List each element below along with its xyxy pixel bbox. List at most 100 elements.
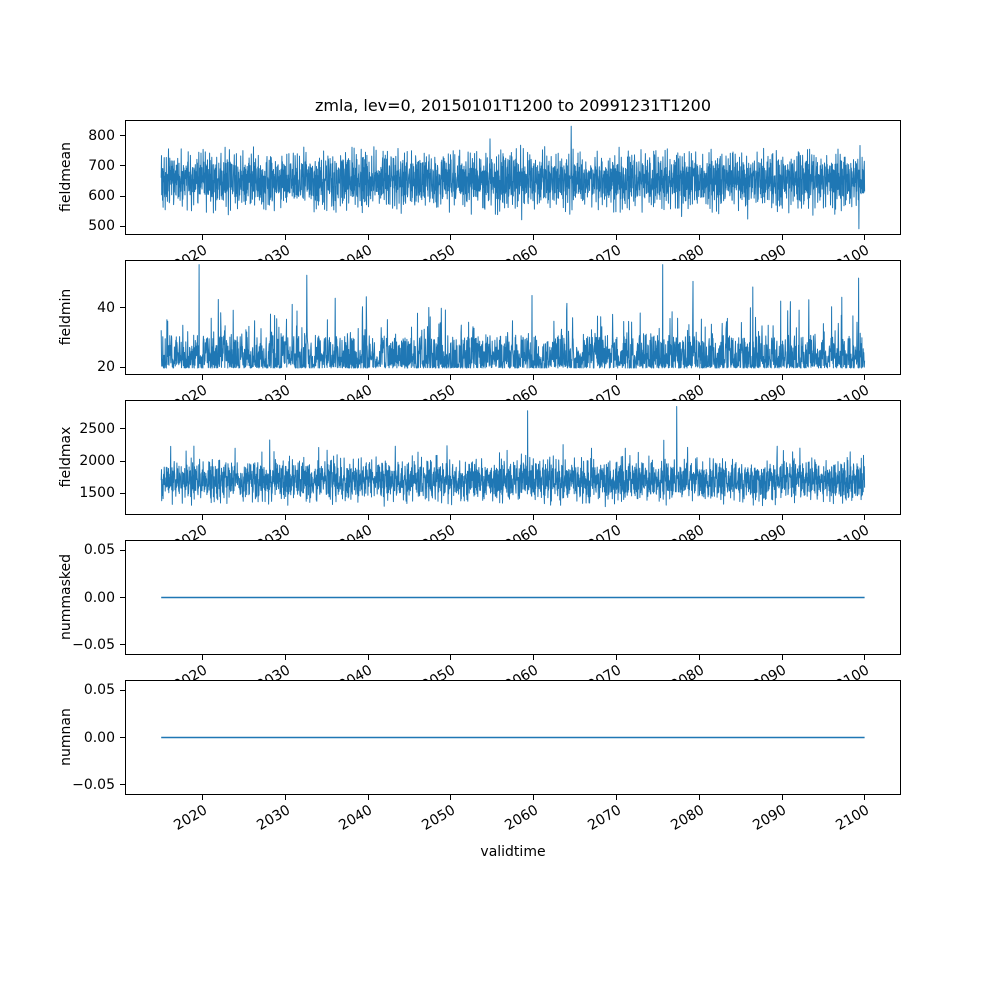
y-tick-label: 0.05 — [83, 542, 115, 559]
x-tick-mark — [202, 655, 204, 660]
x-tick-mark — [533, 655, 535, 660]
y-tick-mark — [120, 195, 125, 197]
axes-fieldmin — [125, 260, 901, 375]
x-tick-mark — [284, 235, 286, 240]
series-line — [160, 406, 866, 508]
y-tick-label: 0.05 — [83, 682, 115, 699]
x-tick-mark — [533, 795, 535, 800]
y-tick-mark — [120, 165, 125, 167]
x-tick-mark — [864, 795, 866, 800]
x-tick-label: 2040 — [336, 802, 376, 834]
y-tick-label: 0.00 — [83, 729, 115, 746]
y-tick-label: 1500 — [79, 485, 115, 502]
y-tick-label: 800 — [88, 127, 115, 144]
subplot-numnan: numnan −0.05 0.00 0.05 2020 2030 2040 2050 2060… — [0, 680, 1000, 834]
x-tick-mark — [202, 375, 204, 380]
x-tick-mark — [450, 375, 452, 380]
y-tick-mark — [120, 549, 125, 551]
x-tick-label: 2100 — [833, 802, 873, 834]
x-tick-mark — [615, 515, 617, 520]
x-tick-mark — [367, 655, 369, 660]
x-tick-mark — [615, 375, 617, 380]
y-tick-label: 2000 — [79, 453, 115, 470]
x-tick-label: 2070 — [585, 802, 624, 834]
ylabel-fieldmin: fieldmin — [58, 288, 74, 346]
x-tick-mark — [284, 375, 286, 380]
x-tick-mark — [533, 515, 535, 520]
y-tick-mark — [120, 428, 125, 430]
series-line — [160, 264, 866, 369]
line-series-numnan — [161, 736, 865, 739]
line-series-fieldmax — [160, 406, 866, 508]
x-tick-mark — [781, 655, 783, 660]
x-tick-mark — [367, 375, 369, 380]
x-tick-mark — [533, 375, 535, 380]
y-tick-mark — [120, 492, 125, 494]
x-tick-mark — [615, 235, 617, 240]
x-tick-mark — [698, 655, 700, 660]
y-tick-mark — [120, 689, 125, 691]
x-tick-label: 2080 — [667, 802, 707, 834]
x-tick-mark — [202, 795, 204, 800]
y-tick-label: 2500 — [79, 420, 115, 437]
x-tick-label: 2020 — [171, 802, 211, 834]
x-tick-mark — [781, 795, 783, 800]
x-tick-label: 2050 — [419, 802, 459, 834]
axes-nummasked — [125, 540, 901, 655]
x-axis-label: validtime — [480, 844, 546, 860]
y-tick-mark — [120, 784, 125, 786]
subplot-nummasked: nummasked −0.05 0.00 0.05 2020 2030 2040 2050 2… — [0, 540, 1000, 694]
x-tick-mark — [284, 515, 286, 520]
x-tick-mark — [367, 795, 369, 800]
axes-fieldmax — [125, 400, 901, 515]
chart-title: zmla, lev=0, 20150101T1200 to 20991231T1… — [314, 96, 711, 115]
x-tick-mark — [615, 795, 617, 800]
x-tick-mark — [698, 375, 700, 380]
x-tick-mark — [533, 235, 535, 240]
line-series-nummasked — [161, 596, 865, 599]
x-tick-mark — [202, 515, 204, 520]
y-tick-label: 600 — [88, 188, 115, 205]
subplot-fieldmax: fieldmax 1500 2000 2500 2020 2030 2040 2050 206… — [0, 400, 1000, 554]
y-tick-label: −0.05 — [72, 776, 115, 793]
line-series-fieldmean — [160, 125, 866, 230]
x-tick-mark — [615, 655, 617, 660]
x-tick-mark — [367, 515, 369, 520]
x-tick-mark — [450, 515, 452, 520]
y-tick-label: 0.00 — [83, 589, 115, 606]
subplot-fieldmean: fieldmean 500 600 700 800 2020 2030 2040 2050 20… — [0, 120, 1000, 274]
x-tick-mark — [781, 375, 783, 380]
x-tick-mark — [864, 235, 866, 240]
x-tick-mark — [202, 235, 204, 240]
axes-numnan — [125, 680, 901, 795]
y-tick-mark — [120, 460, 125, 462]
line-series-fieldmin — [160, 264, 866, 369]
series-line — [160, 125, 866, 230]
y-tick-mark — [120, 135, 125, 137]
y-tick-label: 700 — [88, 157, 115, 174]
x-tick-mark — [781, 235, 783, 240]
x-tick-label: 2090 — [750, 802, 790, 834]
y-tick-mark — [120, 644, 125, 646]
x-tick-mark — [367, 235, 369, 240]
y-tick-mark — [120, 225, 125, 227]
y-tick-mark — [120, 366, 125, 368]
x-tick-mark — [698, 235, 700, 240]
y-tick-label: 20 — [97, 359, 115, 376]
x-tick-mark — [284, 795, 286, 800]
x-tick-label: 2030 — [253, 802, 293, 834]
y-tick-label: 40 — [97, 299, 115, 316]
x-tick-mark — [781, 515, 783, 520]
x-tick-mark — [864, 515, 866, 520]
x-tick-mark — [698, 515, 700, 520]
x-tick-mark — [450, 795, 452, 800]
subplot-fieldmin: fieldmin 20 40 2020 2030 2040 2050 2060 2070 208… — [0, 260, 1000, 414]
x-tick-mark — [450, 235, 452, 240]
axes-fieldmean — [125, 120, 901, 235]
y-tick-mark — [120, 737, 125, 738]
x-tick-mark — [698, 795, 700, 800]
x-tick-mark — [864, 375, 866, 380]
x-tick-label: 2060 — [502, 802, 542, 834]
x-tick-mark — [450, 655, 452, 660]
